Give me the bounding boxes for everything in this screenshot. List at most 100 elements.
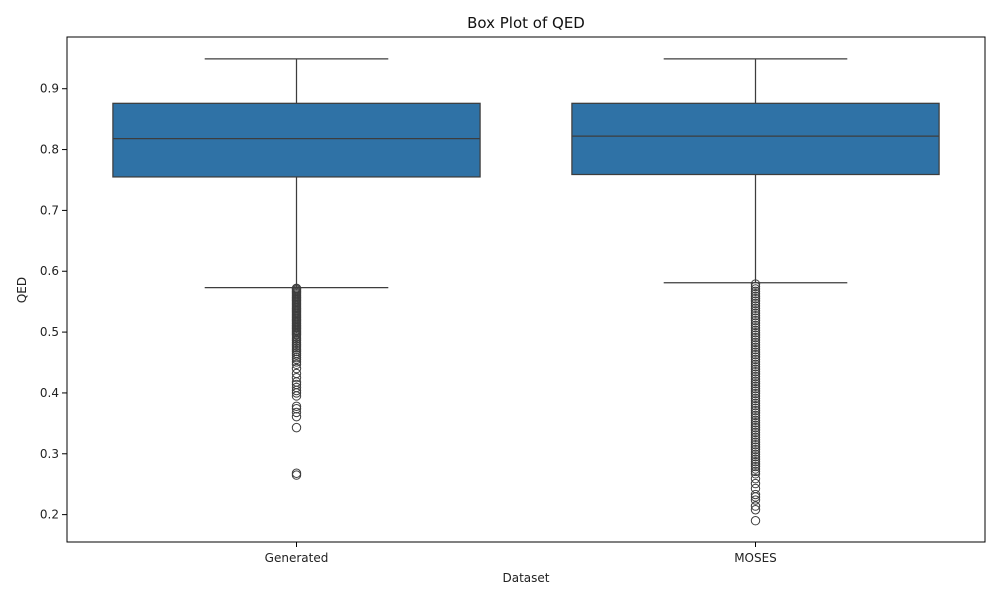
y-tick-label: 0.4 [40,386,59,400]
outlier-point [291,388,302,398]
outlier-point [750,432,761,443]
outlier-point [750,347,761,357]
outlier-point [291,357,302,367]
outlier-point [750,298,761,309]
outlier-point [750,427,761,438]
plot-area: 0.2 0.3 0.4 0.5 0.6 0.7 0.8 0.9 Generated MOSES [40,36,986,565]
outlier-point [750,279,761,289]
outlier-point [750,439,761,450]
outlier-point [750,364,761,374]
outlier-point [291,407,302,418]
x-axis-title: Dataset [503,571,550,585]
outlier-point [750,398,761,408]
outlier-point [750,403,761,413]
outlier-point [750,461,761,472]
outlier-point [750,489,761,500]
outlier-point [750,352,761,362]
outlier-point [750,449,761,460]
outlier-point [291,373,302,383]
outlier-point [750,425,761,435]
outlier-point [750,335,761,345]
outlier-point [291,359,302,370]
outlier-point [750,301,761,311]
outlier-point [750,388,761,399]
outlier-point [750,386,761,396]
outlier-point [750,478,761,489]
outlier-point [750,383,761,394]
outlier-point [750,315,761,326]
outlier-point [750,323,761,333]
outlier-point [750,371,761,382]
outlier-point [750,308,761,318]
outlier-point [750,354,761,365]
outlier-point [750,393,761,404]
outlier-point [750,516,761,526]
y-tick-label: 0.2 [40,508,59,522]
outlier-point [750,310,761,321]
outlier-point [750,306,761,316]
outlier-point [750,415,761,426]
y-tick-label: 0.9 [40,82,59,96]
outlier-point [750,437,761,447]
outlier-point [750,337,761,348]
outlier-point [291,422,302,433]
outlier-point [750,374,761,384]
outlier-point [750,396,761,406]
outlier-point [750,327,761,338]
outlier-point [750,505,761,515]
outlier-point [750,422,761,433]
outlier-point [750,362,761,372]
outlier-point [750,435,761,445]
outlier-point [750,430,761,440]
outlier-point [291,401,302,412]
outlier-point [750,340,761,350]
outlier-point [750,456,761,467]
outlier-point [291,391,302,401]
outlier-point [750,293,761,304]
box-group-moses [571,58,940,526]
outlier-point [750,359,761,370]
x-tick-label: MOSES [734,551,777,565]
outlier-point [750,420,761,430]
outlier-point [750,379,761,389]
outlier-point [750,466,761,477]
outlier-point [750,332,761,343]
outlier-point [291,470,302,480]
outlier-point [750,325,761,335]
outlier-point [750,447,761,457]
outlier-point [291,363,302,374]
outlier-point [750,474,761,484]
outlier-point [750,291,761,301]
y-tick-label: 0.3 [40,447,59,461]
outlier-point [750,501,761,511]
x-tick-label: Generated [265,551,329,565]
outlier-point [750,408,761,418]
outlier-point [291,468,302,478]
outlier-point [750,444,761,455]
outlier-point [750,391,761,401]
outlier-point [750,318,761,328]
outlier-point [750,320,761,331]
outlier-point [750,452,761,462]
outlier-point [750,442,761,452]
outlier-point [750,410,761,421]
outlier-point [750,296,761,306]
outlier-point [750,405,761,416]
outlier-point [291,354,302,365]
chart-title: Box Plot of QED [467,14,585,32]
y-tick-label: 0.5 [40,325,59,339]
outlier-point [750,376,761,387]
outlier-point [750,330,761,340]
outlier-point [291,411,302,422]
outlier-point [750,381,761,391]
outlier-point [750,349,761,360]
outlier-point [750,289,761,299]
outlier-point [750,464,761,474]
outlier-point [750,495,761,505]
outlier-point [750,454,761,464]
outlier-point [750,469,761,479]
outlier-point [750,303,761,314]
outlier-point [750,492,761,502]
